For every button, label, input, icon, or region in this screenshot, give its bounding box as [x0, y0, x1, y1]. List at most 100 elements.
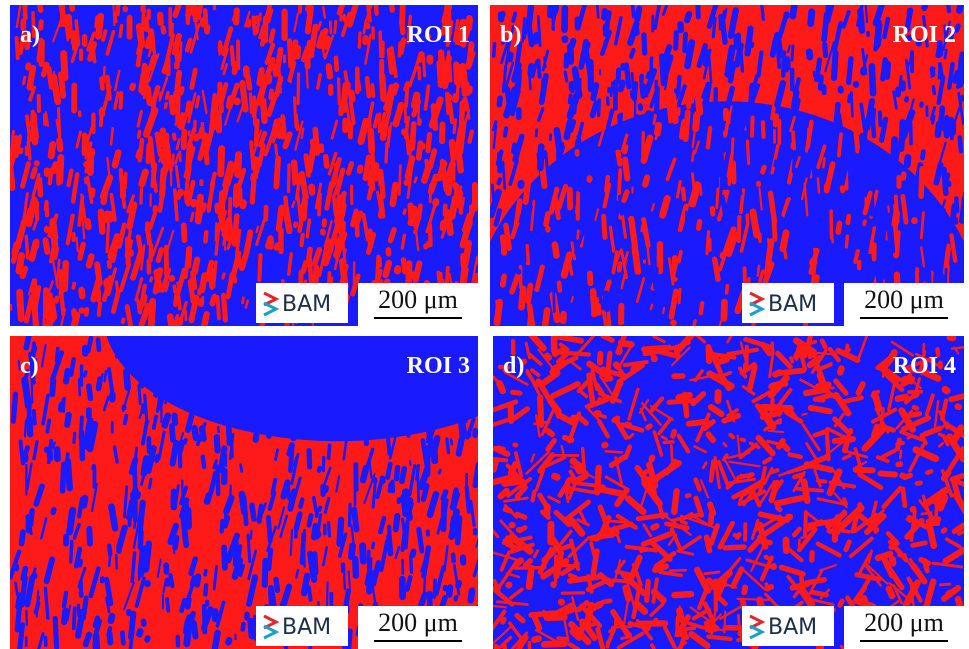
phase-grain	[215, 464, 220, 496]
phase-grain	[728, 270, 735, 281]
phase-grain	[673, 30, 679, 51]
phase-grain	[115, 330, 119, 346]
phase-grain	[872, 242, 877, 261]
phase-grain	[296, 72, 300, 105]
phase-grain	[82, 345, 89, 357]
phase-grain	[119, 168, 124, 179]
phase-grain	[731, 160, 737, 184]
phase-grain	[560, 311, 567, 325]
phase-grain	[427, 55, 434, 65]
phase-grain	[228, 197, 233, 226]
phase-grain	[201, 351, 207, 378]
phase-grain	[419, 339, 424, 347]
phase-grain	[561, 591, 586, 595]
roi-label: ROI 3	[407, 353, 470, 379]
phase-grain	[421, 143, 426, 150]
phase-grain	[147, 258, 152, 274]
phase-grain	[84, 177, 88, 184]
phase-grain	[363, 438, 369, 447]
panel-label: c)	[20, 353, 39, 379]
panel-label: a)	[20, 22, 40, 48]
phase-grain	[790, 68, 795, 92]
phase-grain	[188, 147, 191, 173]
phase-grain	[853, 467, 876, 473]
phase-grain	[79, 48, 83, 61]
phase-grain	[718, 14, 722, 31]
phase-grain	[168, 7, 172, 37]
phase-grain	[465, 473, 468, 496]
phase-grain	[472, 428, 479, 439]
phase-grain	[618, 283, 621, 295]
phase-grain	[587, 271, 594, 287]
phase-grain	[641, 32, 647, 56]
phase-grain	[723, 108, 730, 122]
phase-grain	[25, 464, 27, 496]
phase-grain	[278, 228, 283, 255]
phase-grain	[177, 192, 181, 200]
phase-grain	[613, 79, 618, 111]
phase-grain	[170, 488, 177, 510]
phase-grain	[25, 636, 28, 647]
phase-grain	[778, 119, 782, 145]
phase-grain	[399, 1, 406, 26]
phase-grain	[322, 218, 327, 228]
scale-bar-label: 200 μm	[864, 285, 944, 314]
phase-grain	[866, 31, 870, 37]
phase-grain	[708, 237, 712, 251]
phase-grain	[567, 187, 573, 211]
phase-grain	[362, 35, 369, 46]
phase-grain	[354, 480, 357, 507]
phase-grain	[199, 179, 203, 186]
phase-grain	[898, 135, 905, 153]
phase-grain	[181, 222, 188, 243]
phase-grain	[385, 247, 391, 257]
phase-grain	[315, 531, 321, 538]
phase-grain	[761, 120, 766, 139]
phase-grain	[86, 407, 92, 419]
phase-grain	[288, 369, 293, 381]
logo-text: BAM	[768, 615, 817, 640]
page: a)ROI 1BAM200 μmb)ROI 2BAM200 μmc)ROI 3B…	[0, 0, 969, 649]
phase-grain	[620, 63, 625, 71]
phase-grain	[428, 223, 433, 247]
figure: a)ROI 1BAM200 μmb)ROI 2BAM200 μmc)ROI 3B…	[0, 0, 969, 649]
phase-grain	[127, 15, 133, 40]
phase-grain	[32, 278, 37, 305]
phase-grain	[379, 59, 384, 81]
phase-grain	[371, 26, 375, 40]
phase-grain	[878, 110, 883, 127]
phase-grain	[508, 404, 515, 424]
phase-grain	[206, 334, 214, 352]
phase-grain	[537, 143, 545, 171]
phase-grain	[547, 0, 555, 19]
phase-grain	[723, 625, 746, 631]
phase-grain	[305, 56, 311, 69]
phase-grain	[298, 0, 303, 14]
phase-grain	[401, 559, 404, 575]
phase-grain	[301, 360, 304, 370]
phase-grain	[783, 536, 790, 554]
logo-text: BAM	[282, 615, 331, 640]
phase-grain	[163, 562, 169, 575]
phase-grain	[26, 415, 34, 438]
phase-grain	[408, 156, 411, 166]
phase-grain	[406, 423, 411, 438]
phase-grain	[714, 389, 721, 404]
phase-grain	[654, 85, 660, 114]
scale-bar-label: 200 μm	[378, 285, 458, 314]
phase-grain	[93, 466, 97, 489]
phase-grain	[743, 362, 749, 372]
logo-text: BAM	[768, 292, 817, 317]
phase-grain	[87, 155, 94, 176]
phase-grain	[460, 554, 467, 565]
phase-grain	[543, 503, 551, 518]
phase-grain	[786, 58, 791, 70]
phase-grain	[215, 111, 222, 133]
phase-grain	[221, 468, 228, 486]
phase-grain	[423, 243, 428, 249]
phase-grain	[541, 77, 546, 89]
phase-grain	[555, 220, 562, 231]
phase-grain	[567, 43, 574, 65]
phase-grain	[426, 529, 430, 536]
phase-grain	[139, 187, 143, 204]
